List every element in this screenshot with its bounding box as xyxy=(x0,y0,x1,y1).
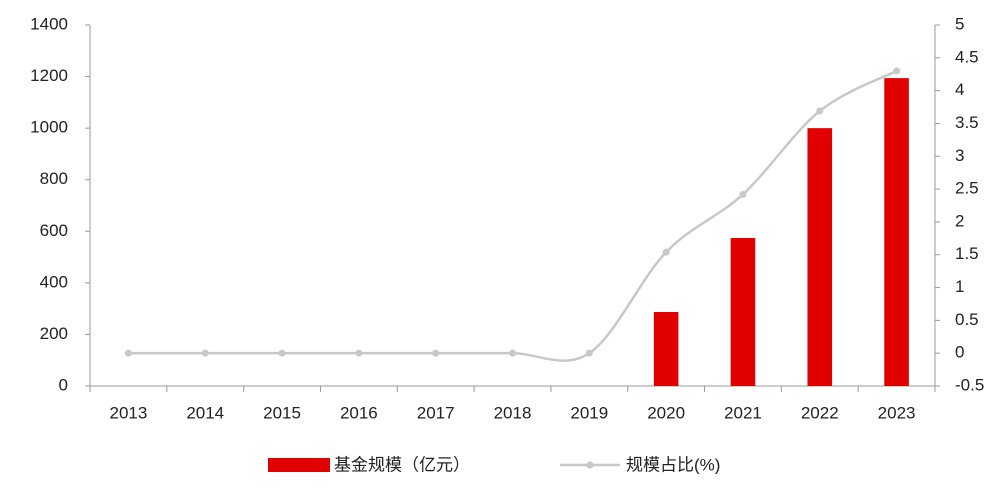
legend-label: 基金规模（亿元） xyxy=(334,455,470,474)
x-tick-label: 2015 xyxy=(263,403,301,422)
line-marker xyxy=(432,349,440,357)
y2-tick-label: 3 xyxy=(955,146,964,165)
bar xyxy=(807,128,833,386)
x-tick-label: 2020 xyxy=(647,403,685,422)
y-tick-label: 1200 xyxy=(30,66,68,85)
bar xyxy=(730,237,756,386)
line-marker xyxy=(816,107,824,115)
y-tick-label: 0 xyxy=(59,375,68,394)
bar xyxy=(653,311,679,386)
y2-tick-label: 1 xyxy=(955,277,964,296)
y-tick-label: 200 xyxy=(40,324,68,343)
y2-tick-label: -0.5 xyxy=(955,375,984,394)
x-tick-label: 2023 xyxy=(878,403,916,422)
bar xyxy=(884,78,909,387)
legend-swatch xyxy=(586,461,594,469)
x-tick-label: 2014 xyxy=(186,403,224,422)
y-tick-label: 1400 xyxy=(30,14,68,33)
y2-tick-label: 4.5 xyxy=(955,47,979,66)
line-marker xyxy=(201,349,209,357)
x-tick-label: 2021 xyxy=(724,403,762,422)
y2-tick-label: 0.5 xyxy=(955,310,979,329)
y2-tick-label: 2 xyxy=(955,211,964,230)
legend-label: 规模占比(%) xyxy=(626,455,720,474)
y2-tick-label: 0 xyxy=(955,343,964,362)
y-tick-label: 1000 xyxy=(30,118,68,137)
line-marker xyxy=(585,349,593,357)
y-tick-label: 600 xyxy=(40,221,68,240)
x-tick-label: 2016 xyxy=(340,403,378,422)
line xyxy=(128,69,898,362)
y-tick-label: 400 xyxy=(40,272,68,291)
line-marker xyxy=(509,349,516,357)
x-tick-label: 2013 xyxy=(109,403,147,422)
line-marker xyxy=(124,349,132,357)
line-marker xyxy=(662,248,670,256)
line-marker xyxy=(893,67,901,75)
legend-swatch xyxy=(268,458,330,472)
y2-tick-label: 5 xyxy=(955,14,964,33)
y2-tick-label: 3.5 xyxy=(955,113,979,132)
y2-tick-label: 4 xyxy=(955,80,964,99)
line-marker xyxy=(739,190,747,198)
y-tick-label: 800 xyxy=(40,169,68,188)
x-tick-label: 2017 xyxy=(417,403,455,422)
y2-tick-label: 1.5 xyxy=(955,244,979,263)
y2-tick-label: 2.5 xyxy=(955,179,979,198)
line-marker xyxy=(278,349,286,357)
x-tick-label: 2018 xyxy=(494,403,532,422)
x-tick-label: 2019 xyxy=(570,403,608,422)
x-tick-label: 2022 xyxy=(801,403,839,422)
line-marker xyxy=(355,349,363,357)
